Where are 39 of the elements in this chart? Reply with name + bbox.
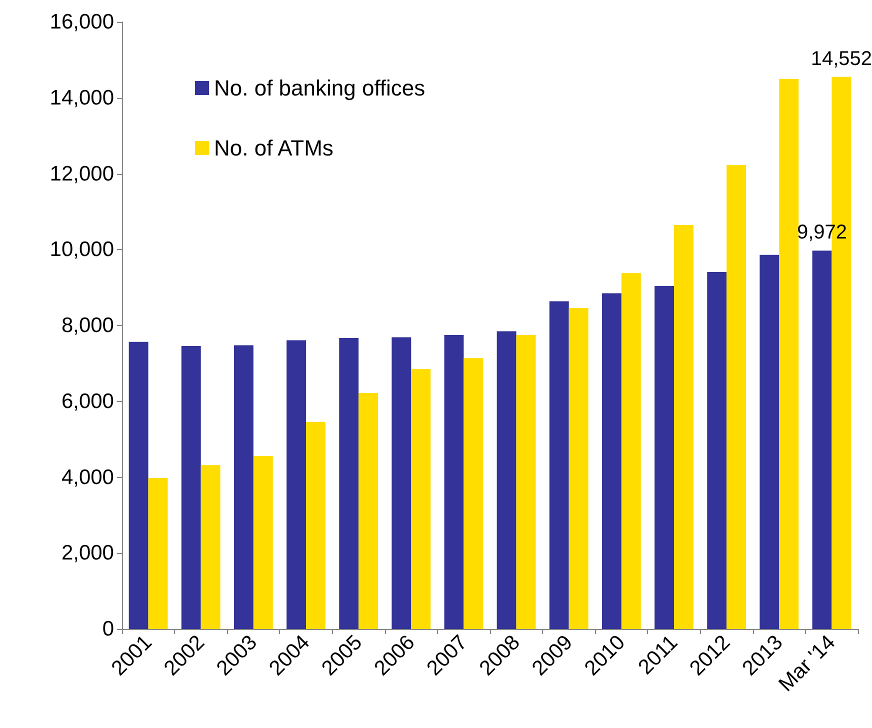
y-tick-label: 8,000 — [61, 314, 114, 337]
bar — [516, 334, 536, 629]
y-tick-label: 6,000 — [61, 390, 114, 413]
bar — [707, 272, 727, 629]
bar — [253, 456, 273, 629]
y-tick-label: 2,000 — [61, 542, 114, 565]
bar — [286, 340, 306, 629]
bar — [464, 358, 484, 629]
bar — [726, 165, 746, 629]
bar — [148, 478, 168, 629]
legend-label: No. of banking offices — [214, 76, 426, 100]
y-tick-label: 4,000 — [61, 466, 114, 489]
bar — [392, 337, 412, 629]
bar — [358, 393, 378, 629]
bar — [181, 346, 201, 629]
y-tick-label: 12,000 — [50, 162, 114, 186]
bar — [568, 308, 588, 629]
bar — [549, 301, 569, 629]
data-label: 14,552 — [810, 48, 872, 70]
bar — [306, 422, 326, 629]
bar — [411, 369, 431, 629]
bar — [339, 338, 359, 629]
bar — [654, 286, 674, 629]
bar — [812, 250, 832, 629]
bar — [779, 78, 799, 629]
bar — [200, 465, 220, 629]
bar — [128, 342, 148, 629]
y-tick-label: 10,000 — [50, 238, 114, 262]
legend-label: No. of ATMs — [214, 136, 334, 160]
bar — [621, 273, 641, 629]
y-tick-label: 14,000 — [50, 86, 114, 110]
bar — [444, 334, 464, 629]
bar — [496, 331, 516, 629]
bar — [234, 345, 254, 629]
bar — [760, 254, 780, 629]
bar — [602, 293, 622, 629]
y-tick-label: 0 — [102, 618, 114, 640]
bar — [674, 224, 694, 629]
y-tick-label: 16,000 — [50, 10, 114, 34]
